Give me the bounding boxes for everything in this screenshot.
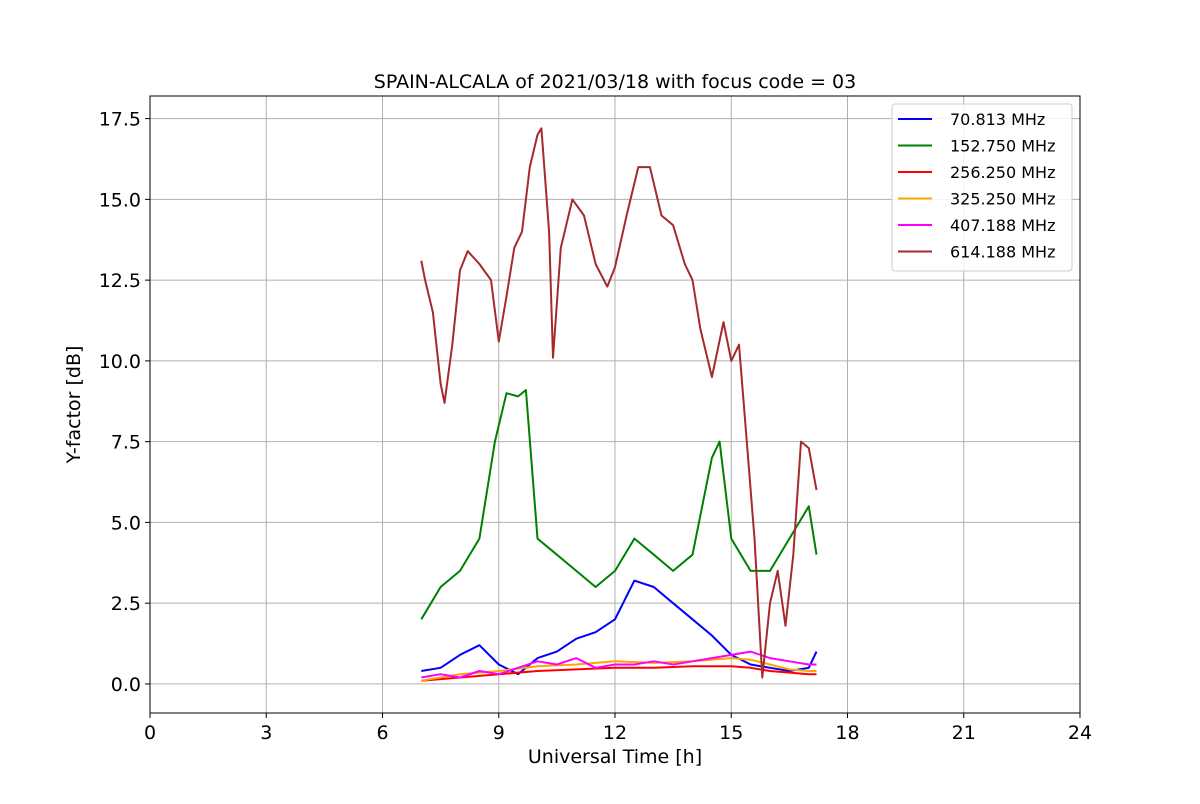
legend-entry: 152.750 MHz [898, 137, 1055, 156]
y-tick-label: 0.0 [111, 674, 141, 696]
x-tick-label: 6 [376, 722, 388, 744]
x-tick-label: 0 [144, 722, 156, 744]
legend-entry: 407.188 MHz [898, 216, 1055, 235]
legend: 70.813 MHz 152.750 MHz 256.250 MHz 325.250 … [891, 103, 1073, 272]
legend-label: 256.250 MHz [950, 163, 1055, 182]
x-tick-label: 9 [493, 722, 505, 744]
series-line [420, 389, 818, 620]
legend-entry: 614.188 MHz [898, 243, 1055, 262]
legend-label: 407.188 MHz [950, 216, 1055, 235]
series-line [420, 127, 818, 679]
y-tick-label: 5.0 [111, 512, 141, 534]
axis-ticks: 0 3 6 9 12 15 18 21 24 0.0 2.5 5.0 7.5 10.0 12.5 15.0 17… [99, 109, 1092, 744]
y-tick-label: 2.5 [111, 593, 141, 615]
x-tick-label: 3 [260, 722, 272, 744]
x-tick-label: 24 [1068, 722, 1092, 744]
legend-label: 152.750 MHz [950, 137, 1055, 156]
x-tick-label: 21 [952, 722, 976, 744]
series-line [421, 579, 818, 676]
legend-label: 325.250 MHz [950, 190, 1055, 209]
series-line [421, 657, 817, 682]
y-tick-label: 17.5 [99, 109, 141, 131]
chart-title: SPAIN-ALCALA of 2021/03/18 with focus co… [374, 71, 856, 93]
x-tick-label: 18 [835, 722, 859, 744]
series-lines [420, 127, 818, 682]
series-line [421, 665, 817, 682]
legend-box [891, 103, 1073, 272]
y-tick-label: 7.5 [111, 432, 141, 454]
x-axis-label: Universal Time [h] [528, 746, 702, 768]
x-tick-label: 12 [603, 722, 627, 744]
legend-entry: 256.250 MHz [898, 163, 1055, 182]
x-tick-label: 15 [719, 722, 743, 744]
legend-label: 70.813 MHz [950, 110, 1045, 129]
y-axis-label: Y-factor [dB] [63, 346, 85, 465]
legend-entry: 325.250 MHz [898, 190, 1055, 209]
y-tick-label: 15.0 [99, 189, 141, 211]
legend-entry: 70.813 MHz [898, 110, 1045, 129]
y-tick-label: 10.0 [99, 351, 141, 373]
legend-label: 614.188 MHz [950, 243, 1055, 262]
y-tick-label: 12.5 [99, 270, 141, 292]
